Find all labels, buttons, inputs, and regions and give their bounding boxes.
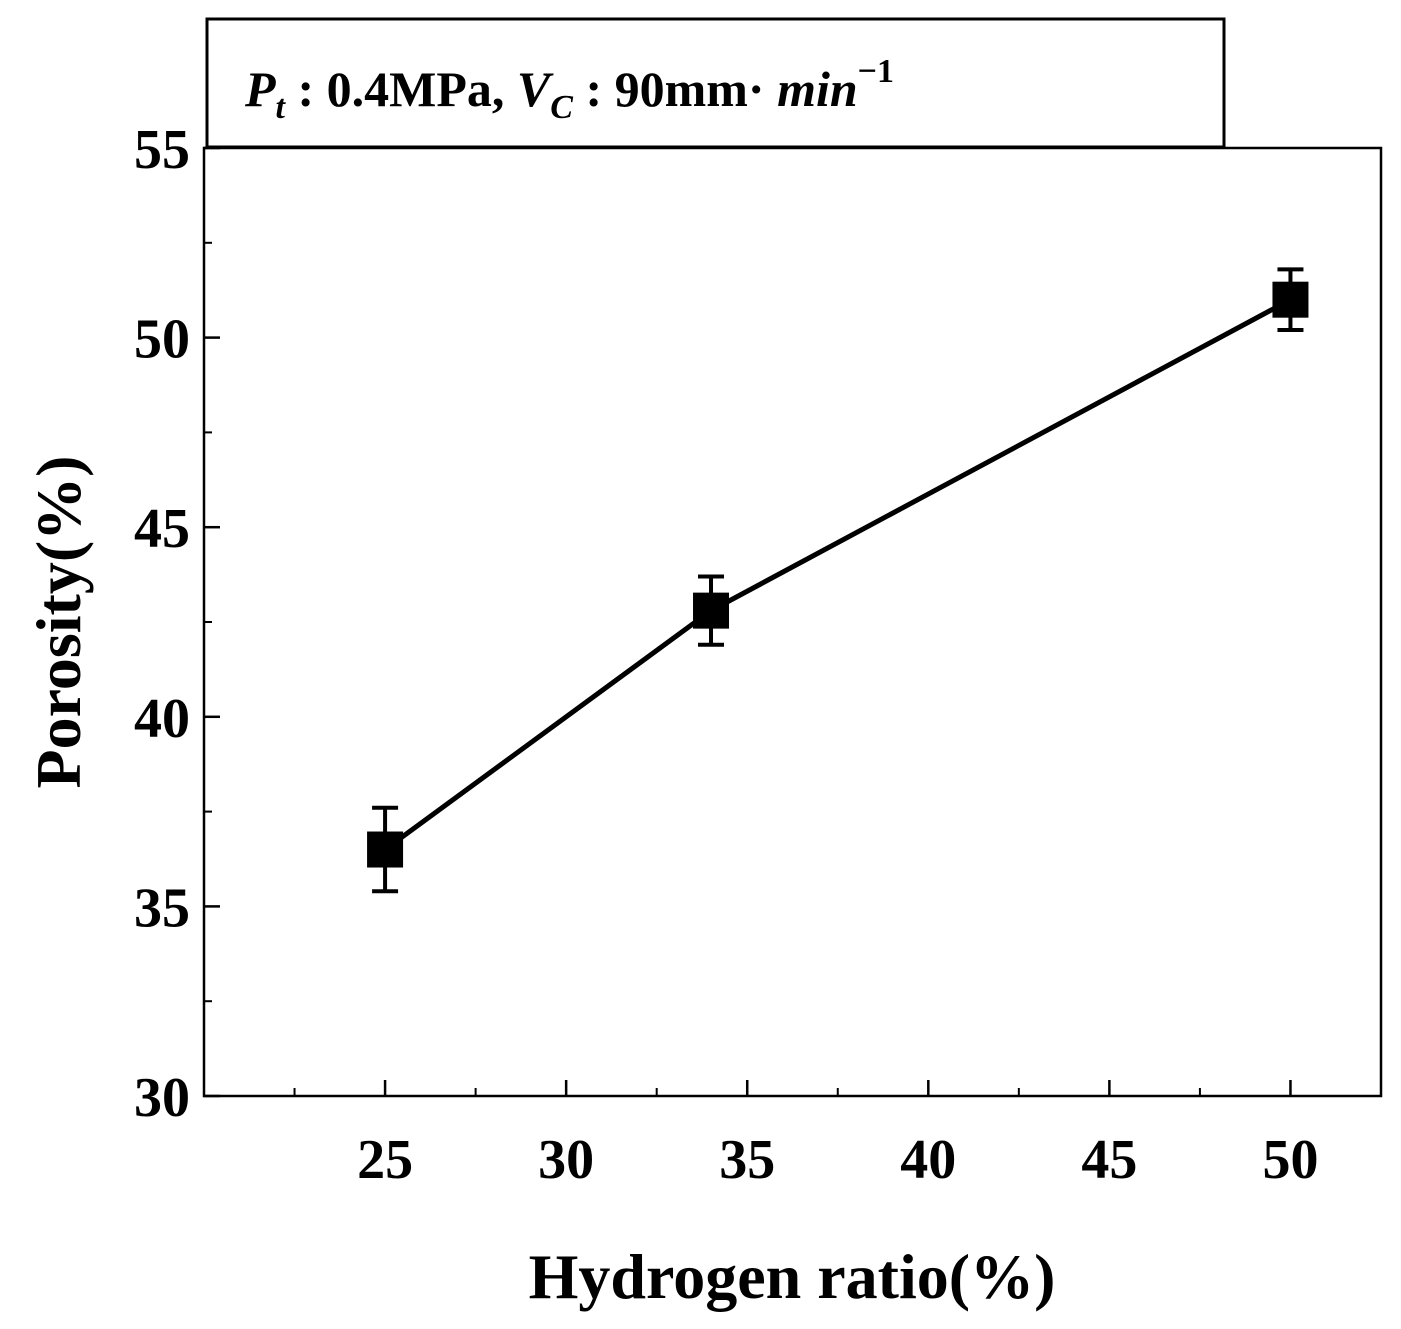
x-tick-label: 40 (900, 1129, 956, 1191)
y-tick-label: 40 (134, 688, 190, 750)
annotation-unit: min (777, 61, 858, 117)
annotation-v-value: : 90mm· (573, 61, 777, 117)
annotation-unit-exp: −1 (858, 53, 894, 90)
y-tick-label: 45 (134, 498, 190, 560)
y-axis: 30 35 40 45 50 55 (134, 119, 220, 1129)
x-axis: 25 30 35 40 45 50 (293, 1080, 1318, 1191)
x-tick-label: 45 (1081, 1129, 1137, 1191)
series-layer (367, 267, 1309, 894)
annotation-box: Pt : 0.4MPa, VC : 90mm· min−1 (205, 17, 1226, 149)
plot-frame (202, 146, 1383, 1098)
data-point (367, 831, 404, 868)
data-point (1272, 281, 1309, 318)
x-tick-label: 25 (357, 1129, 413, 1191)
series-line (383, 297, 1292, 852)
x-tick-label: 30 (538, 1129, 594, 1191)
y-axis-title: Porosity(%) (23, 456, 94, 789)
annotation-v-symbol: V (517, 61, 554, 117)
data-point (693, 592, 730, 629)
annotation-text: Pt : 0.4MPa, VC : 90mm· min−1 (244, 53, 894, 126)
x-axis-title: Hydrogen ratio(%) (529, 1241, 1056, 1312)
annotation-p-symbol: P (244, 61, 276, 117)
x-tick-label: 35 (719, 1129, 775, 1191)
y-tick-label: 35 (134, 877, 190, 939)
y-tick-label: 55 (134, 119, 190, 181)
y-tick-label: 30 (134, 1067, 190, 1129)
annotation-p-sub: t (276, 89, 287, 126)
x-tick-label: 50 (1262, 1129, 1318, 1191)
annotation-v-sub: C (550, 89, 573, 126)
annotation-p-value: : 0.4MPa, (285, 61, 517, 117)
y-tick-label: 50 (134, 309, 190, 371)
